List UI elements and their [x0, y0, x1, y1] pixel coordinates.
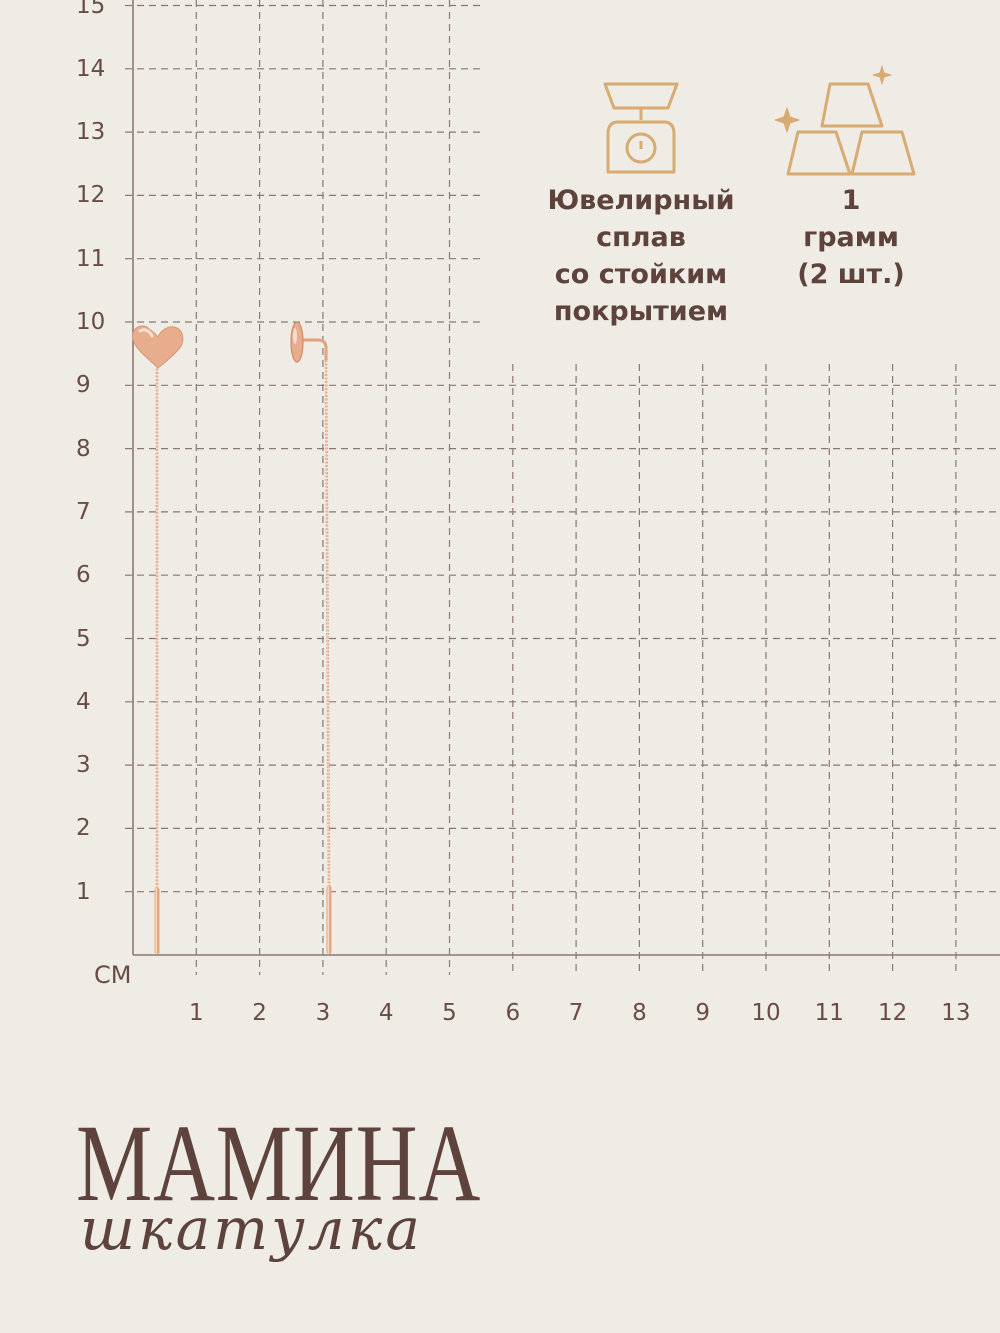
x-axis-label: 6 — [505, 1000, 521, 1026]
x-axis-label: 10 — [751, 1000, 781, 1026]
x-axis-label: 5 — [442, 1000, 457, 1026]
y-axis-label: 2 — [76, 815, 91, 842]
y-axis-label: 11 — [76, 245, 106, 272]
unit-label: СМ — [94, 961, 132, 989]
feature-weight: 1 грамм (2 шт.) — [770, 182, 932, 293]
x-axis-label: 13 — [941, 1000, 971, 1026]
earrings — [131, 321, 332, 954]
x-axis-label: 4 — [378, 1000, 394, 1026]
feature-material-line: покрытием — [553, 296, 729, 327]
x-axis-label: 8 — [632, 1000, 647, 1026]
brand-logo-name: МАМИНА — [76, 1102, 482, 1224]
y-axis-label: 8 — [76, 435, 91, 462]
y-axis-label: 4 — [76, 688, 91, 715]
brand-logo-tagline: шкатулка — [80, 1195, 423, 1263]
y-axis-label: 3 — [76, 752, 91, 779]
x-axis-label: 2 — [252, 1000, 267, 1026]
feature-weight-line: грамм — [803, 222, 899, 253]
y-axis-label: 6 — [76, 562, 91, 589]
y-axis-label: 5 — [76, 625, 91, 652]
x-axis-label: 1 — [188, 1000, 204, 1026]
feature-material: Ювелирный сплав со стойким покрытием — [520, 182, 762, 330]
round-stud — [290, 321, 304, 363]
y-axis-label: 12 — [76, 182, 106, 209]
feature-material-line: Ювелирный — [547, 185, 735, 216]
x-axis-label: 3 — [315, 1000, 331, 1026]
kitchen-scale-icon — [603, 82, 679, 174]
y-axis-label: 14 — [76, 55, 106, 82]
y-axis-label: 10 — [76, 309, 106, 335]
x-axis-label: 7 — [568, 1000, 584, 1026]
feature-material-line: сплав — [596, 222, 686, 253]
y-axis-label: 7 — [76, 498, 91, 525]
x-axis-label: 9 — [695, 1000, 710, 1026]
feature-material-line: со стойким — [554, 259, 728, 290]
y-axis-label: 9 — [76, 372, 91, 399]
stud-earring — [290, 321, 332, 954]
y-axis-label: 1 — [76, 878, 91, 905]
y-axis-label: 13 — [76, 119, 106, 146]
heart-pendant — [131, 325, 184, 369]
feature-weight-line: (2 шт.) — [797, 259, 905, 290]
gold-bars-icon — [774, 65, 916, 176]
y-axis-label: 15 — [76, 0, 106, 19]
heart-earring — [131, 325, 184, 954]
feature-weight-line: 1 — [841, 185, 861, 216]
x-axis-label: 12 — [877, 1000, 908, 1026]
x-axis-label: 11 — [814, 1000, 844, 1026]
